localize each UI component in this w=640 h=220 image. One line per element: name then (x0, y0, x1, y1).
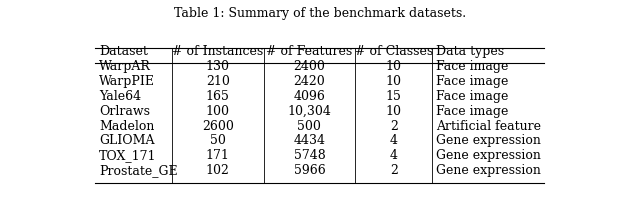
Text: Data types: Data types (436, 45, 504, 58)
Text: Yale64: Yale64 (99, 90, 141, 103)
Text: 10: 10 (386, 105, 402, 118)
Text: # of Instances: # of Instances (172, 45, 263, 58)
Text: Face image: Face image (436, 60, 509, 73)
Text: 2420: 2420 (294, 75, 325, 88)
Text: 4: 4 (390, 134, 397, 147)
Text: Prostate_GE: Prostate_GE (99, 164, 177, 177)
Text: 130: 130 (205, 60, 230, 73)
Text: 5748: 5748 (294, 149, 325, 162)
Text: 4434: 4434 (293, 134, 325, 147)
Text: 4: 4 (390, 149, 397, 162)
Text: Gene expression: Gene expression (436, 134, 541, 147)
Text: GLIOMA: GLIOMA (99, 134, 154, 147)
Text: Orlraws: Orlraws (99, 105, 150, 118)
Text: 2: 2 (390, 164, 397, 177)
Text: 5966: 5966 (294, 164, 325, 177)
Text: 165: 165 (205, 90, 230, 103)
Text: TOX_171: TOX_171 (99, 149, 156, 162)
Text: 50: 50 (210, 134, 225, 147)
Text: Face image: Face image (436, 90, 509, 103)
Text: 171: 171 (205, 149, 230, 162)
Text: Face image: Face image (436, 105, 509, 118)
Text: # of Features: # of Features (266, 45, 353, 58)
Text: 2600: 2600 (202, 120, 234, 133)
Text: 10,304: 10,304 (287, 105, 332, 118)
Text: Face image: Face image (436, 75, 509, 88)
Text: 4096: 4096 (294, 90, 325, 103)
Text: Gene expression: Gene expression (436, 164, 541, 177)
Text: Table 1: Summary of the benchmark datasets.: Table 1: Summary of the benchmark datase… (174, 7, 466, 20)
Text: 10: 10 (386, 60, 402, 73)
Text: 10: 10 (386, 75, 402, 88)
Text: Artificial feature: Artificial feature (436, 120, 541, 133)
Text: # of Classes: # of Classes (355, 45, 433, 58)
Text: 15: 15 (386, 90, 402, 103)
Text: WarpAR: WarpAR (99, 60, 151, 73)
Text: 2400: 2400 (294, 60, 325, 73)
Text: Dataset: Dataset (99, 45, 148, 58)
Text: Gene expression: Gene expression (436, 149, 541, 162)
Text: 210: 210 (205, 75, 230, 88)
Text: 102: 102 (205, 164, 230, 177)
Text: 2: 2 (390, 120, 397, 133)
Text: 100: 100 (205, 105, 230, 118)
Text: WarpPIE: WarpPIE (99, 75, 155, 88)
Text: 500: 500 (298, 120, 321, 133)
Text: Madelon: Madelon (99, 120, 154, 133)
